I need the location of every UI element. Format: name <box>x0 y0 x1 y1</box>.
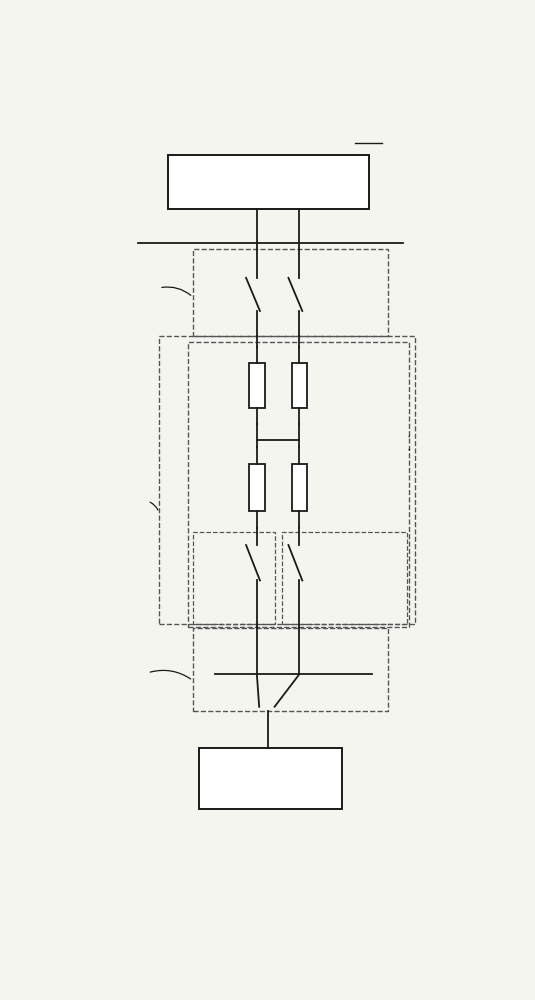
Bar <box>249 464 265 511</box>
Bar <box>193 532 274 624</box>
FancyArrowPatch shape <box>162 287 191 295</box>
FancyArrowPatch shape <box>150 502 158 510</box>
Bar <box>193 628 388 711</box>
Bar <box>282 532 407 624</box>
Bar <box>249 363 265 408</box>
Bar <box>199 748 341 809</box>
FancyArrowPatch shape <box>150 670 190 679</box>
Bar <box>193 249 388 336</box>
Bar <box>292 464 307 511</box>
Bar <box>169 155 369 209</box>
Bar <box>159 336 415 624</box>
Bar <box>188 342 409 627</box>
Bar <box>292 363 307 408</box>
